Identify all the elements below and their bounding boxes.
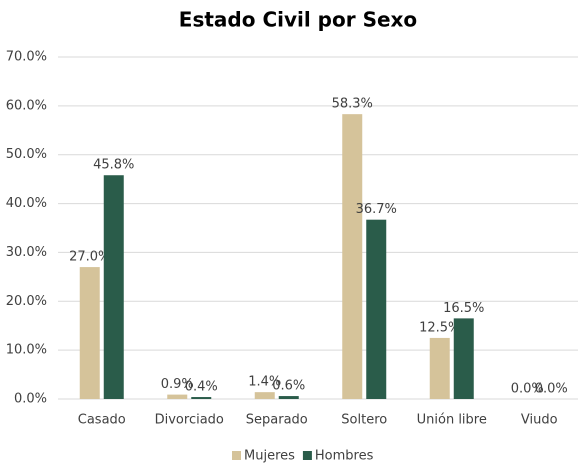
x-tick-label: Divorciado: [155, 413, 224, 428]
bar: [278, 396, 299, 399]
bar: [366, 219, 387, 399]
value-label: 0.9%: [161, 377, 194, 392]
bar: [79, 267, 100, 399]
legend-swatch: [232, 451, 241, 460]
value-label: 58.3%: [332, 97, 373, 112]
bar: [453, 318, 474, 399]
value-label: 0.6%: [272, 379, 305, 394]
x-tick-label: Soltero: [341, 413, 387, 428]
x-tick-label: Viudo: [521, 413, 558, 428]
value-label: 12.5%: [419, 320, 460, 335]
bar: [191, 397, 212, 399]
value-label: 0.0%: [511, 382, 544, 397]
x-tick-label: Separado: [246, 413, 308, 428]
y-tick-label: 20.0%: [6, 294, 47, 309]
y-tick-label: 10.0%: [6, 343, 47, 358]
x-tick-label: Unión libre: [417, 413, 487, 428]
value-label: 0.4%: [185, 380, 218, 395]
y-tick-label: 60.0%: [6, 98, 47, 113]
legend-label: Hombres: [315, 449, 374, 464]
x-tick-label: Casado: [78, 413, 126, 428]
bar: [342, 114, 363, 400]
y-tick-label: 30.0%: [6, 245, 47, 260]
y-tick-label: 0.0%: [14, 392, 47, 407]
value-label: 1.4%: [248, 375, 281, 390]
value-label: 45.8%: [93, 158, 134, 173]
value-label: 27.0%: [69, 250, 110, 265]
value-label: 16.5%: [443, 301, 484, 316]
value-label: 36.7%: [356, 202, 397, 217]
chart-title: Estado Civil por Sexo: [179, 8, 417, 32]
value-label: 0.0%: [535, 382, 568, 397]
y-tick-label: 40.0%: [6, 196, 47, 211]
bar: [167, 394, 188, 399]
legend-label: Mujeres: [244, 449, 295, 464]
y-tick-label: 50.0%: [6, 147, 47, 162]
bar: [254, 392, 275, 399]
legend-swatch: [302, 451, 312, 460]
y-tick-label: 70.0%: [6, 50, 47, 65]
bar: [429, 337, 450, 399]
bar: [103, 175, 124, 399]
